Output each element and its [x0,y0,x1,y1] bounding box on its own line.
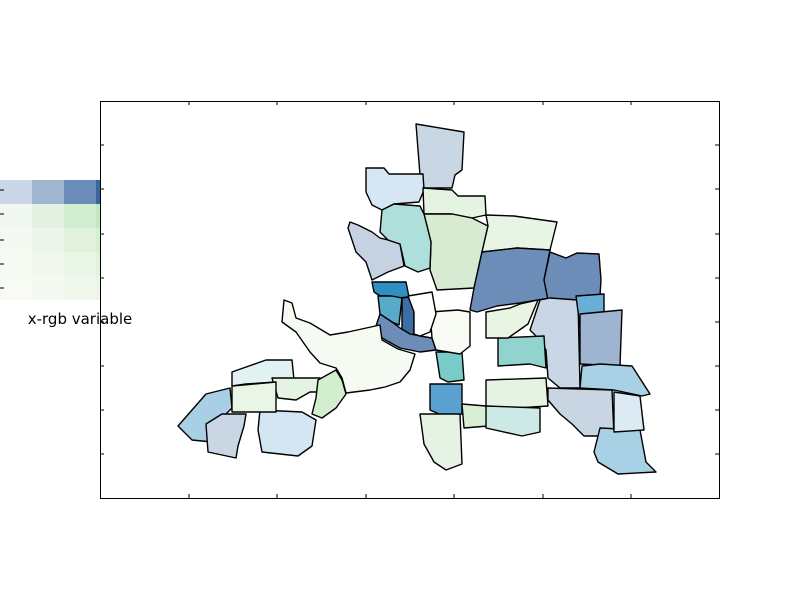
region-z [613,391,645,433]
legend-cell [32,204,64,228]
choropleth-regions [177,123,657,475]
legend-cell [32,228,64,252]
legend-cell [0,180,32,204]
legend-ticks [0,189,4,289]
legend-cell [64,180,96,204]
legend-cell [0,276,32,300]
region-al [419,413,463,471]
legend-cell [32,276,64,300]
legend-cell [64,252,96,276]
region-ac [271,377,325,401]
legend-cell [64,228,96,252]
legend-cell [0,228,32,252]
region-r [435,351,465,383]
region-af [257,409,317,457]
axis-ticks [100,101,719,498]
region-g [481,214,558,253]
region-o [529,297,581,389]
region-b [365,167,425,211]
region-i [543,251,602,303]
region-w [485,405,541,437]
legend-caption: x-rgb variable [27,310,133,328]
legend-cell [32,180,64,204]
region-ai [407,291,437,337]
region-s [497,335,547,369]
region-n [281,299,416,394]
region-x [547,387,615,437]
region-ae [205,413,247,459]
region-v [461,403,489,429]
region-aj [485,299,539,339]
region-q [579,309,623,367]
legend-cell [0,204,32,228]
legend-cell [32,252,64,276]
region-f [379,203,432,273]
legend-cell [0,252,32,276]
region-e [347,221,405,281]
region-y [593,427,657,475]
region-ah [579,363,651,397]
legend-cell [64,276,96,300]
region-ag [231,381,277,413]
region-h [469,247,551,313]
region-aa [429,309,471,355]
legend-cell [64,204,96,228]
region-ak [311,369,347,419]
region-u [485,377,549,411]
